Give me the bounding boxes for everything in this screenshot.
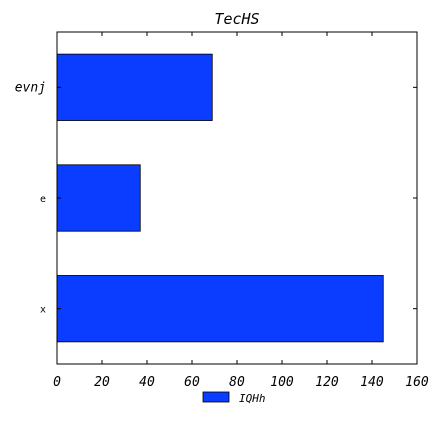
y-tick-label-evnj: evnj: [15, 80, 46, 95]
ticks-layer: x e evnj 0 20 40 60 80 100 120 140 160: [15, 32, 429, 390]
x-tick-label: 20: [94, 375, 110, 390]
y-tick-label-e: e: [40, 194, 46, 205]
y-tick-label-x: x: [40, 305, 46, 316]
chart-title: TecHS: [214, 10, 259, 28]
plot-frame: [56, 31, 418, 365]
legend: IQHh: [202, 391, 266, 405]
x-tick-label: 40: [139, 375, 155, 390]
bars-layer: [56, 53, 384, 343]
x-tick-label: 0: [53, 375, 61, 390]
bar-x: [56, 275, 384, 343]
x-tick-label: 100: [270, 375, 294, 390]
x-tick-label: 120: [315, 375, 339, 390]
x-tick-label: 60: [184, 375, 200, 390]
bar-evnj: [56, 53, 213, 121]
bar-e: [56, 164, 141, 232]
legend-swatch: [202, 391, 230, 403]
x-tick-label: 160: [405, 375, 429, 390]
x-tick-label: 140: [360, 375, 384, 390]
legend-label: IQHh: [239, 392, 266, 405]
x-tick-label: 80: [229, 375, 245, 390]
